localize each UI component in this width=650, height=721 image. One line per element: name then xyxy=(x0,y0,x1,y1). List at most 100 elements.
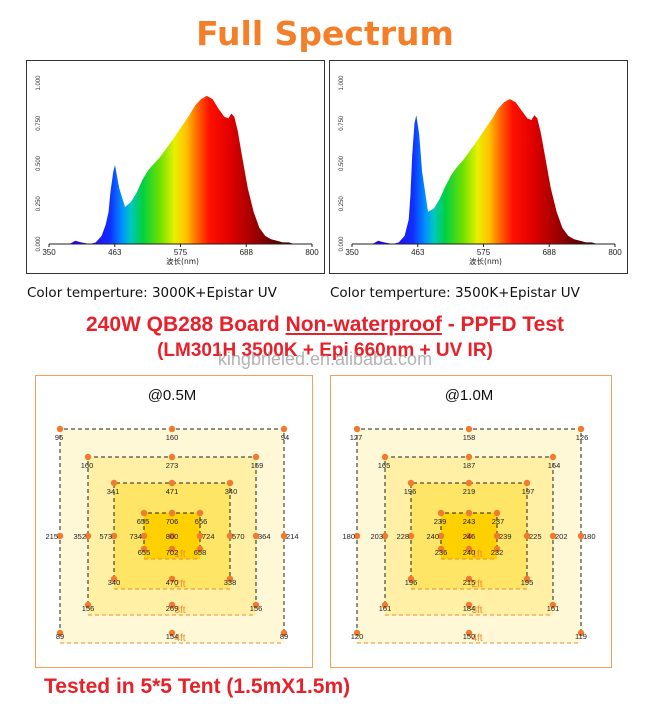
ppfd-value: 246 xyxy=(463,532,476,541)
measurement-point xyxy=(353,425,361,433)
zone-label: 1ft xyxy=(471,549,482,560)
measurement-point xyxy=(465,479,473,487)
ppfd-value: 341 xyxy=(107,487,120,496)
ppfd-value: 94 xyxy=(281,433,289,442)
ppfd-value: 161 xyxy=(379,604,392,613)
ppfd-value: 119 xyxy=(575,632,587,641)
ppfd-value: 340 xyxy=(225,487,238,496)
measurement-point xyxy=(56,425,64,433)
ppfd-grid-0-5m: @0.5M 4ft 3ft 2ft 1ft 655 706 656 655 702 658 734 72… xyxy=(35,375,313,668)
ppfd-value: 706 xyxy=(166,517,179,526)
measurement-point xyxy=(577,425,585,433)
measurement-point xyxy=(168,575,176,583)
measurement-point xyxy=(280,629,288,637)
ppfd-map: @0.5M 4ft 3ft 2ft 1ft 655 706 656 655 702 658 734 72… xyxy=(45,387,299,644)
y-tick-label: 1.000 xyxy=(339,75,345,91)
measurement-point xyxy=(226,575,234,583)
ppfd-value: 240 xyxy=(426,532,439,541)
headline-prefix: 240W QB288 Board xyxy=(85,313,286,336)
ppfd-value: 724 xyxy=(202,532,215,541)
measurement-point xyxy=(465,425,473,433)
measurement-point xyxy=(252,601,260,609)
measurement-point xyxy=(168,425,176,433)
ppfd-value: 89 xyxy=(280,632,288,641)
measurement-point xyxy=(110,532,118,540)
ppfd-headline: 240W QB288 Board Non-waterproof - PPFD T… xyxy=(0,313,650,337)
measurement-point xyxy=(168,601,176,609)
measurement-point xyxy=(407,479,415,487)
ppfd-value: 239 xyxy=(499,532,512,541)
ppfd-value: 161 xyxy=(547,604,560,613)
measurement-point xyxy=(493,509,501,517)
measurement-point xyxy=(353,532,361,540)
measurement-point xyxy=(140,532,148,540)
ppfd-value: 219 xyxy=(463,487,476,496)
height-label: @0.5M xyxy=(148,387,197,404)
y-tick-label: 0.750 xyxy=(339,115,345,131)
ppfd-value: 225 xyxy=(529,532,542,541)
headline-underlined: Non-waterproof xyxy=(285,313,442,336)
measurement-point xyxy=(56,532,64,540)
ppfd-value: 215 xyxy=(45,532,58,541)
y-tick-label: 0.000 xyxy=(36,236,42,252)
spectrum-plot: 0.000 0.250 0.500 0.750 1.000 350 463 575 688 800… xyxy=(36,75,319,266)
ppfd-value: 96 xyxy=(55,433,63,442)
ppfd-value: 196 xyxy=(405,578,418,587)
measurement-point xyxy=(465,509,473,517)
measurement-point xyxy=(407,532,415,540)
ppfd-value: 273 xyxy=(166,461,179,470)
y-tick-label: 0.500 xyxy=(339,155,345,171)
measurement-point xyxy=(381,453,389,461)
measurement-point xyxy=(110,575,118,583)
x-axis-label: 波长(nm) xyxy=(469,256,502,266)
spectrum-chart-3000k: 0.000 0.250 0.500 0.750 1.000 350 463 575 688 800… xyxy=(26,60,325,274)
ppfd-value: 159 xyxy=(251,461,264,470)
x-tick-label: 575 xyxy=(174,248,188,257)
measurement-point xyxy=(465,532,473,540)
ppfd-value: 214 xyxy=(286,532,299,541)
x-tick-label: 463 xyxy=(108,248,122,257)
ppfd-value: 180 xyxy=(583,532,596,541)
ppfd-value: 195 xyxy=(521,578,534,587)
height-label: @1.0M xyxy=(445,387,494,404)
spectrum-area xyxy=(352,99,615,244)
measurement-point xyxy=(437,545,445,553)
measurement-point xyxy=(84,532,92,540)
ppfd-value: 202 xyxy=(555,532,568,541)
ppfd-value: 338 xyxy=(224,578,237,587)
y-tick-label: 0.250 xyxy=(339,196,345,212)
measurement-point xyxy=(226,532,234,540)
zone-label: 3ft xyxy=(174,605,185,616)
measurement-point xyxy=(549,532,557,540)
measurement-point xyxy=(196,532,204,540)
ppfd-value: 158 xyxy=(463,433,476,442)
measurement-point xyxy=(110,479,118,487)
ppfd-value: 364 xyxy=(258,532,271,541)
ppfd-value: 215 xyxy=(463,578,476,587)
watermark: kingbrleled.en.alibaba.com xyxy=(217,349,433,369)
measurement-point xyxy=(407,575,415,583)
ppfd-value: 239 xyxy=(434,517,447,526)
zone-label: 2ft xyxy=(174,579,185,590)
measurement-point xyxy=(493,532,501,540)
ppfd-value: 127 xyxy=(350,433,363,442)
ppfd-value: 180 xyxy=(342,532,355,541)
measurement-point xyxy=(280,532,288,540)
measurement-point xyxy=(168,509,176,517)
x-tick-label: 350 xyxy=(42,248,56,257)
ppfd-value: 228 xyxy=(396,532,409,541)
x-tick-label: 800 xyxy=(305,248,319,257)
ppfd-value: 184 xyxy=(463,604,476,613)
measurement-point xyxy=(465,453,473,461)
x-tick-label: 463 xyxy=(411,248,425,257)
ppfd-value: 156 xyxy=(82,604,95,613)
measurement-point xyxy=(465,545,473,553)
zone-label: 1ft xyxy=(174,549,185,560)
x-tick-label: 800 xyxy=(608,248,622,257)
measurement-point xyxy=(252,532,260,540)
spectrum-area xyxy=(49,95,312,245)
page-title: Full Spectrum xyxy=(196,14,454,53)
ppfd-value: 164 xyxy=(548,461,561,470)
measurement-point xyxy=(168,453,176,461)
headline-suffix: - PPFD Test xyxy=(441,313,565,336)
